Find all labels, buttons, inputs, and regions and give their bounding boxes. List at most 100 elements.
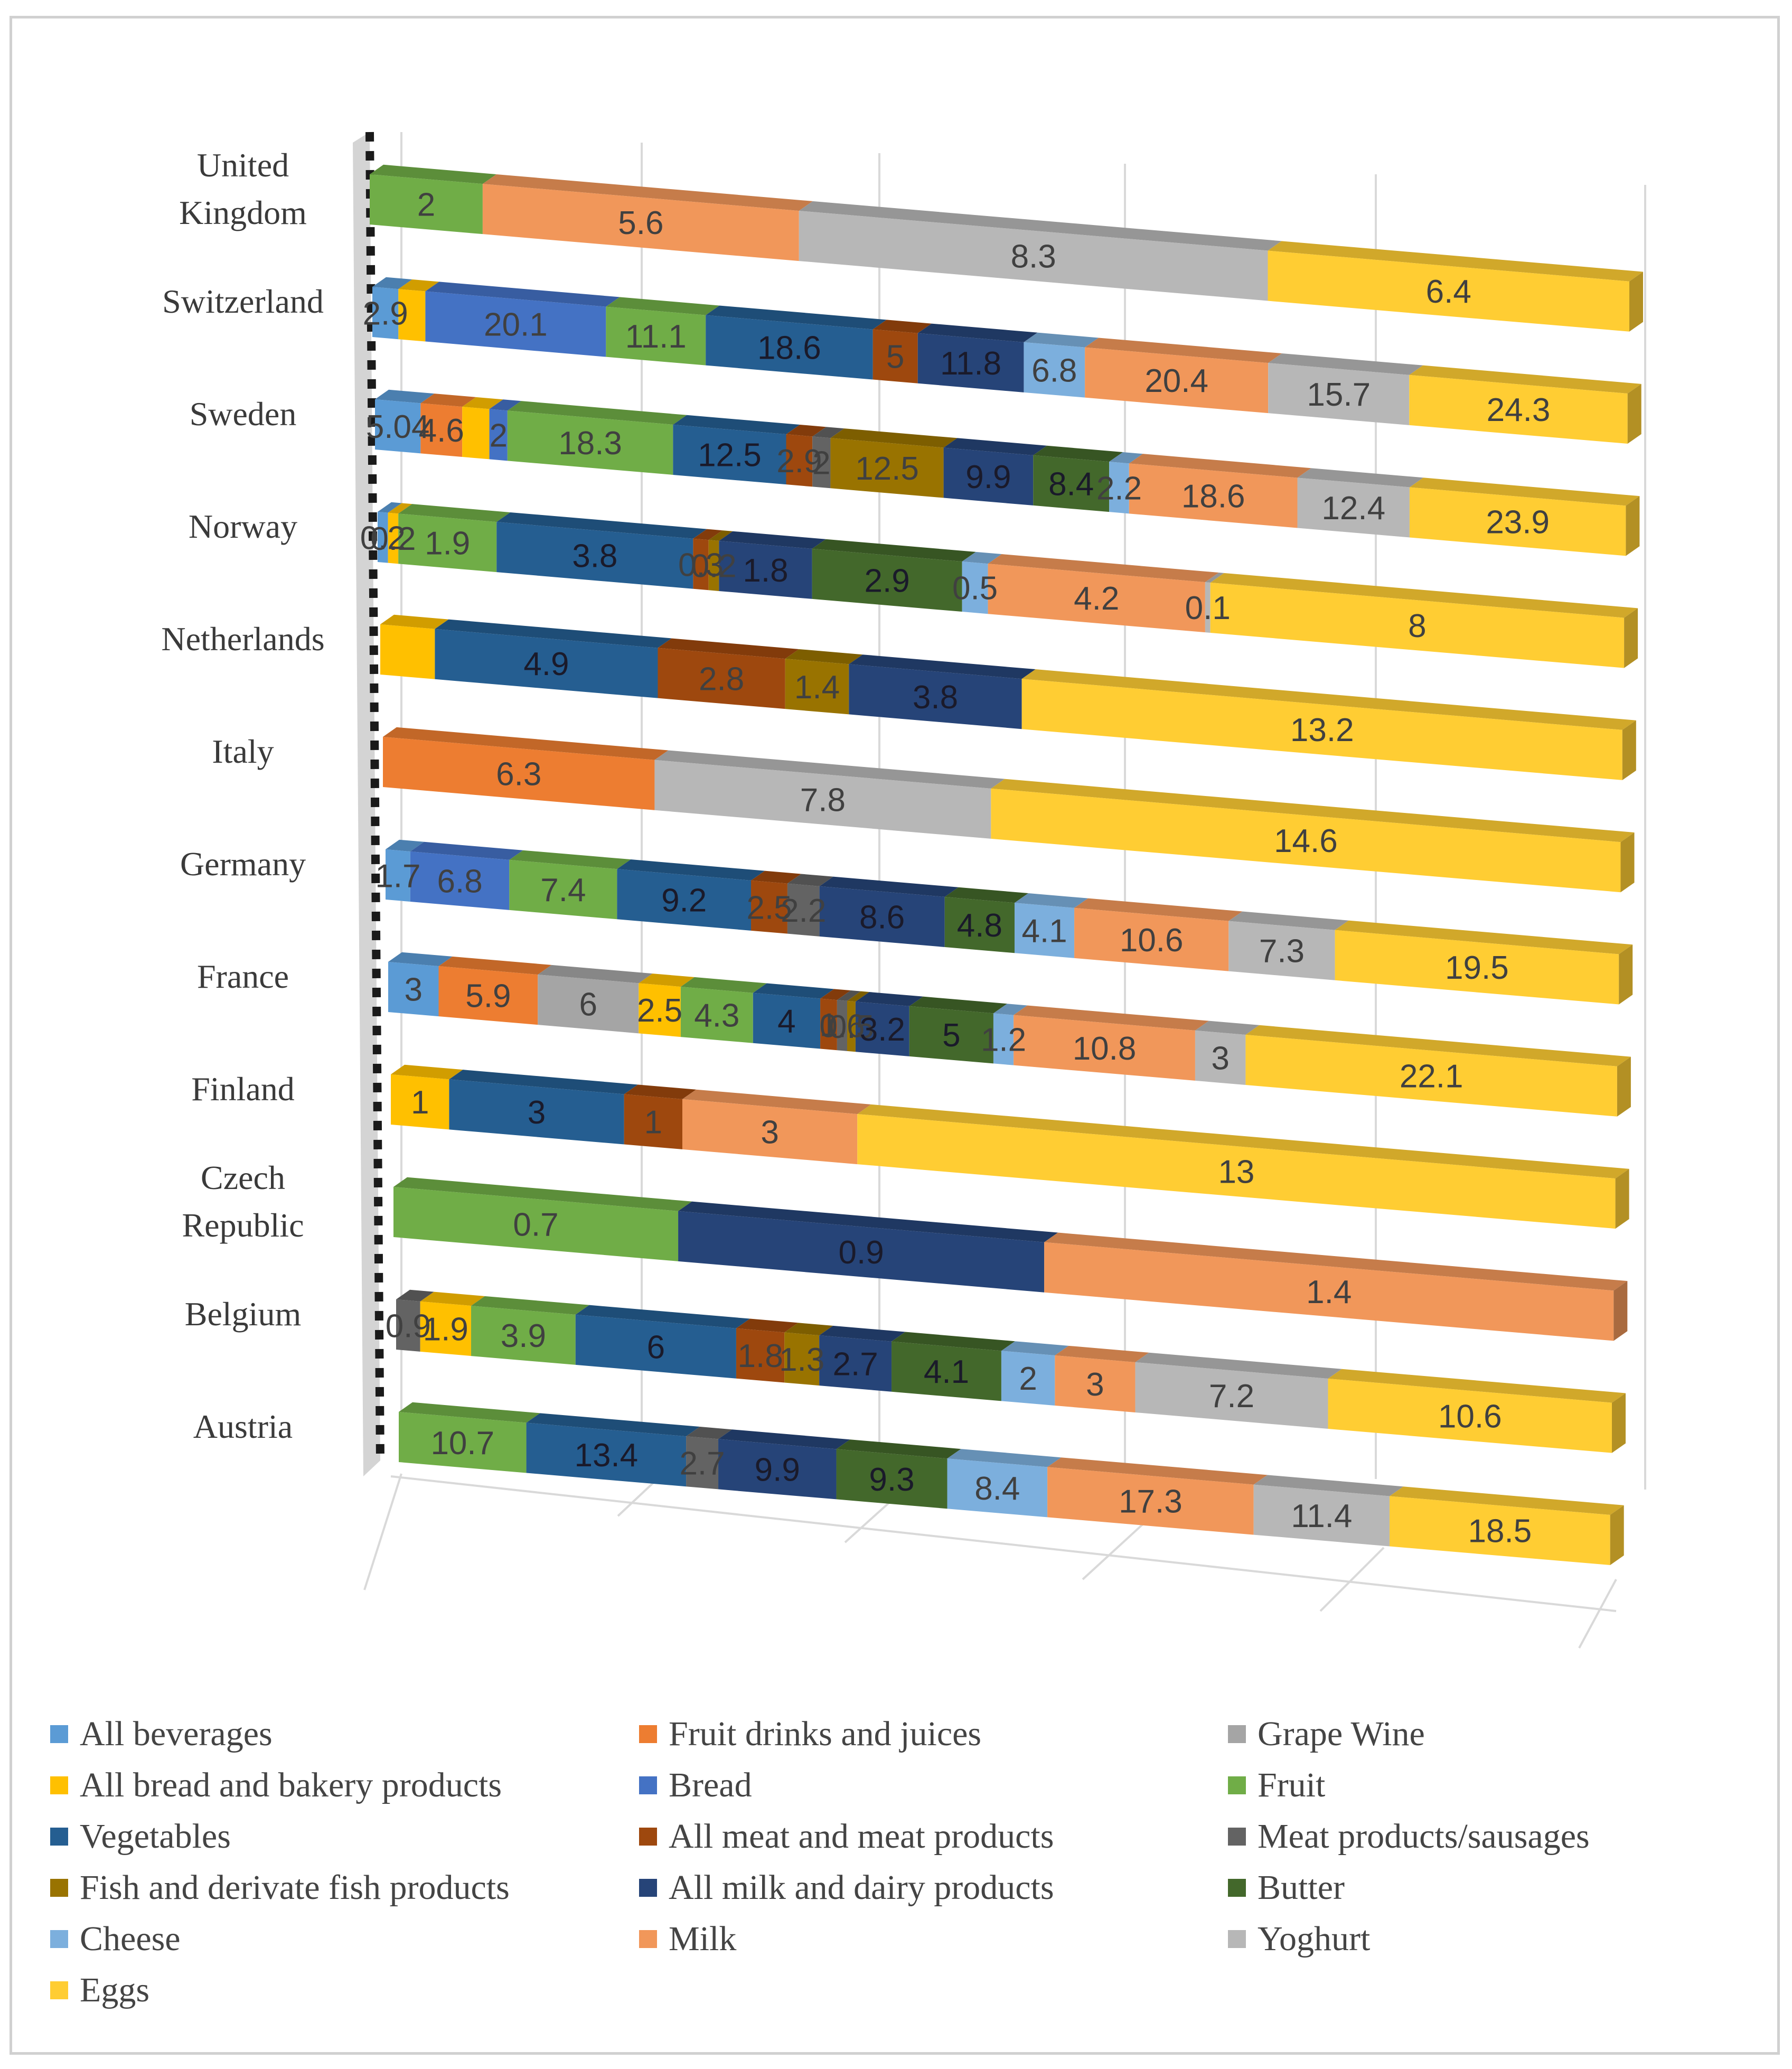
bar-value-label: 0.3 bbox=[678, 547, 724, 584]
bar-segment-top bbox=[393, 1177, 692, 1211]
bar-value-label: 2.7 bbox=[679, 1445, 725, 1482]
bar-value-label: 7.3 bbox=[1259, 933, 1305, 970]
bar-value-label: 1 bbox=[820, 1007, 838, 1043]
bar-row: 0.20.2 1.9 3.8 0.30.2 1.8 2.9 0.5 4.2 0.1 8 bbox=[360, 502, 1638, 668]
legend-item: All milk and dairy products bbox=[639, 1868, 1054, 1908]
bar-segment bbox=[449, 1079, 624, 1145]
row-label: United Kingdom bbox=[106, 142, 380, 237]
bar-segment-top bbox=[617, 859, 765, 881]
bar-segment bbox=[857, 1114, 1616, 1229]
bar-end-cap bbox=[1626, 496, 1640, 556]
bar-segment bbox=[462, 407, 490, 460]
bar-segment-top bbox=[1044, 1232, 1628, 1291]
bar-value-label: 6 bbox=[579, 987, 597, 1023]
bar-segment-top bbox=[988, 554, 1219, 583]
bar-segment-top bbox=[962, 551, 1002, 564]
bar-value-label: 14.6 bbox=[1274, 823, 1338, 859]
bar-value-label: 13.2 bbox=[1290, 712, 1354, 748]
bar-value-label: 2.5 bbox=[637, 993, 682, 1029]
bar-segment-top bbox=[719, 531, 826, 549]
row-label-line: Belgium bbox=[184, 1295, 302, 1333]
bar-segment-top bbox=[993, 1004, 1028, 1015]
bar-segment bbox=[396, 1299, 420, 1352]
bar-value-label: 0.9 bbox=[839, 1234, 884, 1271]
bar-segment-top bbox=[471, 1296, 589, 1315]
bar-value-label: 2.9 bbox=[363, 296, 408, 332]
bar-segment bbox=[917, 333, 1024, 392]
bar-segment bbox=[836, 1449, 947, 1509]
bar-segment-top bbox=[398, 504, 511, 522]
axis-wall-pattern bbox=[365, 132, 384, 1461]
bar-segment bbox=[372, 287, 399, 340]
row-label-line: Germany bbox=[180, 845, 306, 883]
bar-segment-top bbox=[388, 503, 412, 514]
bar-value-label: 6 bbox=[647, 1329, 665, 1365]
bar-segment-top bbox=[1328, 1369, 1626, 1403]
bar-value-label: 2.9 bbox=[776, 443, 822, 480]
bar-row: 3 5.9 6 2.5 4.3 4 10.60.53.2 5 1.2 10.8 3 22.1 bbox=[388, 952, 1631, 1117]
bar-segment-top bbox=[1409, 478, 1640, 506]
bar-value-label: 2 bbox=[417, 187, 435, 223]
bar-segment-top bbox=[658, 638, 799, 659]
bar-segment bbox=[1074, 907, 1229, 971]
bar-value-label: 13 bbox=[1218, 1154, 1254, 1191]
row-label: Belgium bbox=[106, 1290, 380, 1338]
bar-segment-top bbox=[1253, 1475, 1404, 1496]
bar-value-label: 5.04 bbox=[366, 409, 430, 445]
bar-segment bbox=[943, 447, 1034, 505]
bar-segment bbox=[872, 329, 918, 383]
legend-label: All milk and dairy products bbox=[669, 1868, 1054, 1907]
bar-value-label: 1.3 bbox=[779, 1342, 824, 1378]
bar-value-label: 1.8 bbox=[743, 553, 788, 589]
axis-wall bbox=[353, 132, 380, 1476]
bar-value-label: 5.9 bbox=[465, 978, 511, 1015]
bar-value-label: 22.1 bbox=[1400, 1058, 1463, 1094]
bar-segment bbox=[988, 564, 1205, 633]
bar-segment bbox=[489, 409, 508, 461]
bar-value-label: 3 bbox=[761, 1115, 778, 1151]
row-label-line: Austria bbox=[193, 1407, 293, 1445]
bar-segment bbox=[708, 540, 719, 591]
bar-row: 0.7 0.9 1.4 bbox=[393, 1177, 1628, 1341]
legend-item: Eggs bbox=[50, 1970, 149, 2010]
legend-label: Cheese bbox=[80, 1920, 181, 1958]
bar-value-label: 4.8 bbox=[957, 907, 1002, 944]
legend-swatch bbox=[639, 1725, 657, 1743]
bar-segment-top bbox=[1015, 893, 1089, 908]
bar-segment bbox=[1085, 347, 1269, 414]
bar-segment-top bbox=[1135, 1352, 1342, 1379]
bar-segment-top bbox=[917, 323, 1038, 342]
bar-segment-top bbox=[1210, 573, 1638, 618]
bar-segment-top bbox=[1245, 1025, 1631, 1066]
bar-value-label: 2 bbox=[812, 445, 830, 481]
bar-value-label: 4 bbox=[777, 1004, 795, 1040]
bar-value-label: 8.4 bbox=[974, 1471, 1020, 1507]
bar-end-cap bbox=[1610, 1505, 1624, 1565]
bar-value-label: 9.9 bbox=[755, 1452, 800, 1488]
bar-segment-top bbox=[830, 428, 958, 448]
bars: 25.68.36.42.9 20.1 11.1 18.6 5 11.8 6.8 20.4 15.… bbox=[360, 164, 1643, 1565]
legend-label: Meat products/sausages bbox=[1258, 1817, 1590, 1856]
bar-value-label: 17.3 bbox=[1119, 1483, 1183, 1520]
bar-value-label: 20.4 bbox=[1144, 363, 1208, 399]
bar-segment bbox=[1001, 1351, 1055, 1406]
bar-segment bbox=[509, 859, 617, 920]
bar-value-label: 0.2 bbox=[691, 548, 736, 585]
bar-segment-top bbox=[1195, 1021, 1260, 1035]
bar-segment-top bbox=[820, 989, 851, 1000]
legend-item: All meat and meat products bbox=[639, 1817, 1054, 1857]
bar-value-label: 24.3 bbox=[1487, 392, 1551, 428]
bar-value-label: 0.1 bbox=[1185, 590, 1231, 626]
bar-value-label: 13.4 bbox=[574, 1437, 638, 1474]
bar-segment-top bbox=[857, 1104, 1629, 1179]
row-label-line: Kingdom bbox=[179, 193, 307, 231]
bar-value-label: 1.7 bbox=[375, 858, 420, 894]
legend-item: Grape Wine bbox=[1228, 1714, 1425, 1754]
bar-segment bbox=[526, 1422, 687, 1487]
bar-row: 4.9 2.8 1.4 3.8 13.2 bbox=[380, 614, 1636, 780]
bar-value-label: 4.6 bbox=[419, 413, 464, 449]
bar-segment-top bbox=[526, 1413, 700, 1437]
bar-segment bbox=[892, 1341, 1001, 1401]
bar-segment bbox=[1409, 375, 1628, 444]
bar-end-cap bbox=[1624, 608, 1638, 668]
